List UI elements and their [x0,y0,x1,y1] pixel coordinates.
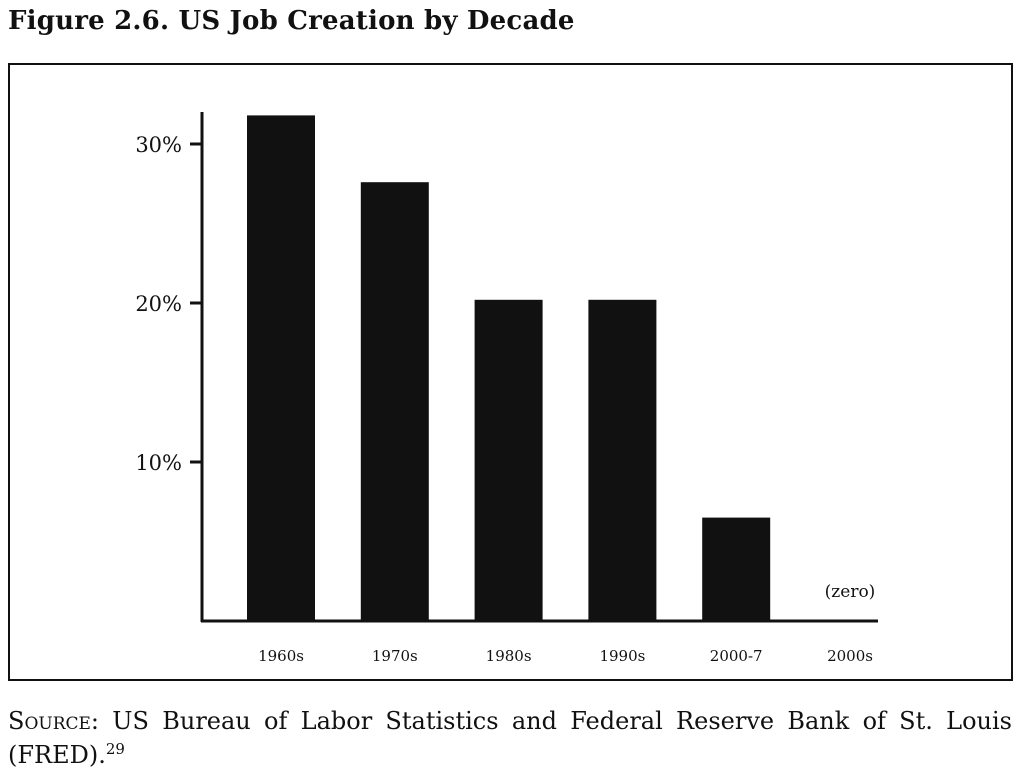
bar-2000-7 [702,517,771,621]
bar-1980s [474,299,543,621]
x-tick-label-1970s: 1970s [372,647,418,665]
y-tick-label-20: 20% [135,292,182,316]
x-tick-label-1990s: 1990s [599,647,645,665]
footnote-marker: 29 [105,740,125,758]
bar-1960s [247,115,315,622]
annotation-2000s: (zero) [825,582,876,602]
bar-1970s [360,182,429,621]
x-tick-label-1980s: 1980s [486,647,532,665]
source-note: Source: US Bureau of Labor Statistics an… [8,704,1012,772]
bar-1990s [588,299,657,621]
source-label: Source: [8,707,100,735]
x-tick-label-2000-7: 2000-7 [710,647,763,665]
figure-title: Figure 2.6. US Job Creation by Decade [8,6,575,36]
y-tick-label-30: 30% [135,133,182,157]
y-tick-label-10: 10% [135,451,182,475]
chart-frame [8,63,1013,681]
bar-chart: 10% 20% 30% 1960s 1970s 1980s 1990s 2000-7 2000s… [135,112,878,665]
x-tick-label-2000s: 2000s [827,647,873,665]
x-tick-label-1960s: 1960s [258,647,304,665]
source-text: US Bureau of Labor Statistics and Federa… [8,707,1012,769]
